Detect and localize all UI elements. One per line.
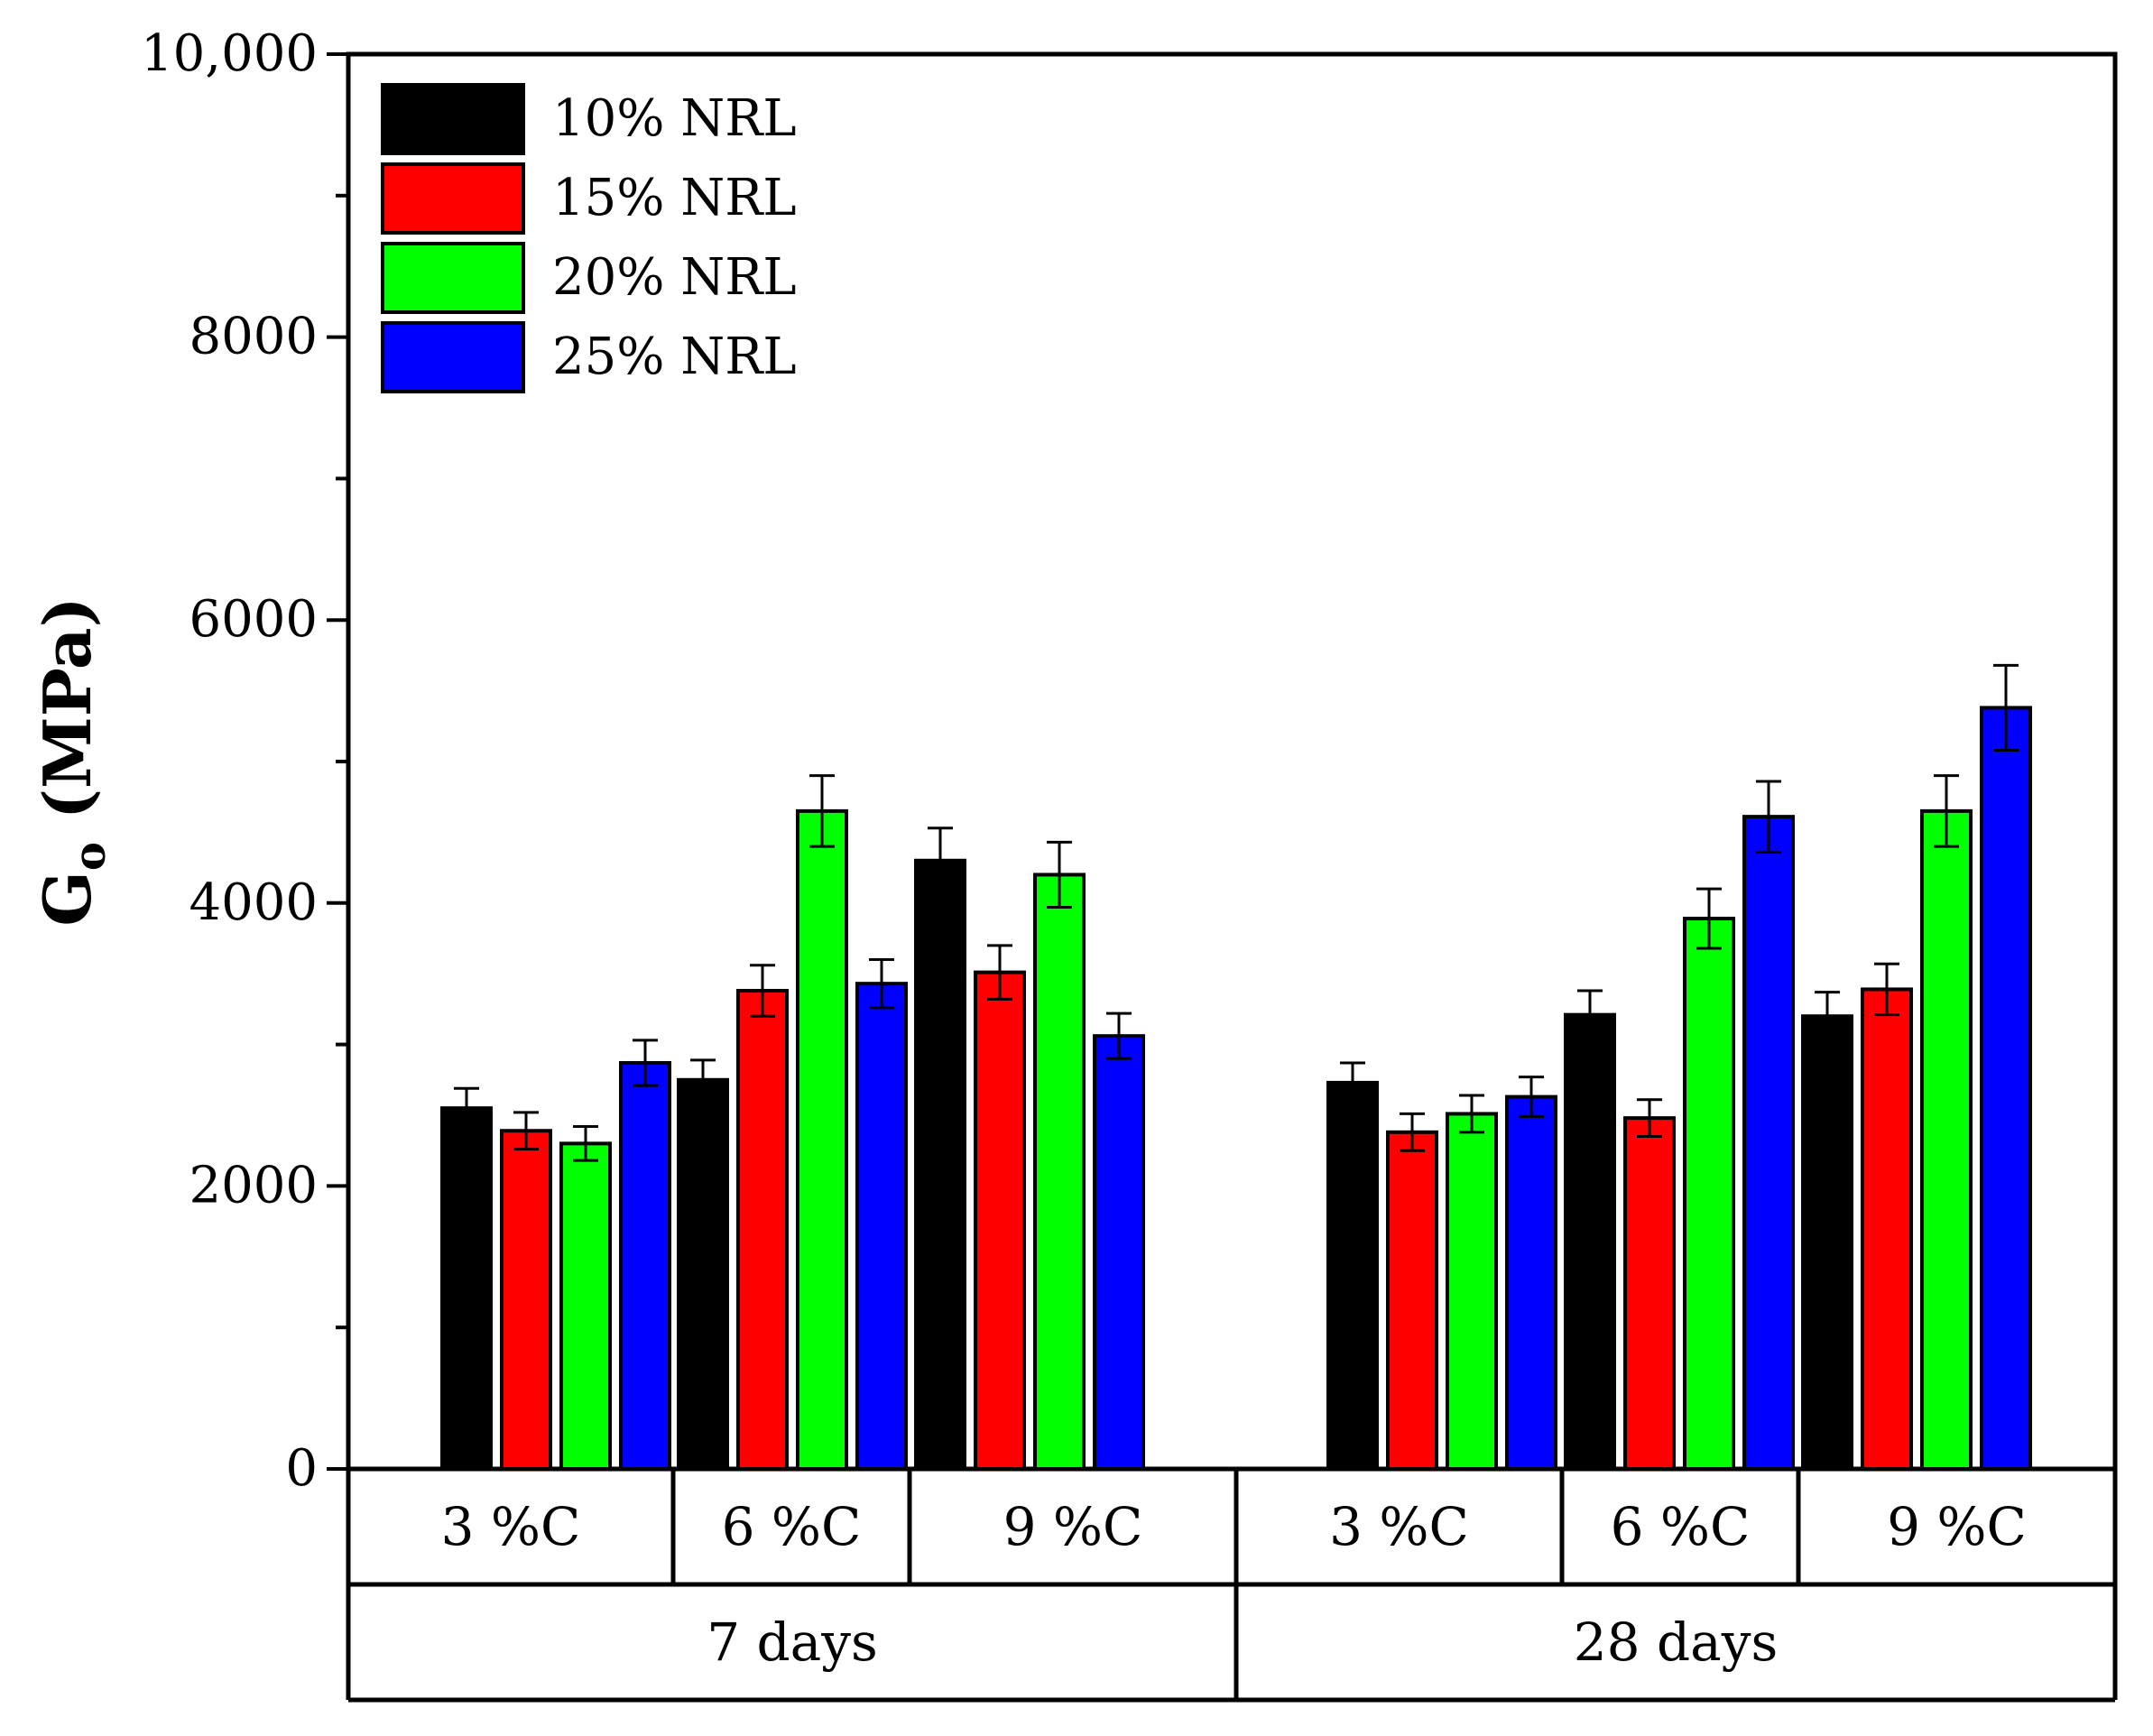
y-tick-label: 0 — [285, 1439, 318, 1498]
bar — [736, 989, 789, 1471]
bar — [677, 1077, 729, 1472]
bar — [1861, 987, 1913, 1471]
bar — [796, 808, 848, 1471]
y-axis-title: Go (MPa) — [29, 596, 116, 926]
bar — [1980, 706, 2032, 1471]
bar — [855, 982, 908, 1471]
bar — [1623, 1116, 1676, 1471]
category-label: 6 %C — [722, 1496, 862, 1557]
bar — [1093, 1034, 1145, 1472]
group-label: 7 days — [707, 1611, 878, 1673]
legend-label: 10% NRL — [552, 89, 797, 148]
bar — [1326, 1080, 1379, 1472]
bar — [974, 970, 1026, 1471]
bar — [440, 1106, 493, 1472]
category-label: 6 %C — [1611, 1496, 1751, 1557]
bar — [1742, 815, 1795, 1471]
y-tick-label: 8000 — [189, 308, 318, 366]
bar — [914, 858, 966, 1471]
legend-swatch — [381, 242, 525, 314]
y-tick-label: 6000 — [189, 590, 318, 649]
category-label: 3 %C — [1329, 1496, 1469, 1557]
legend-swatch — [381, 162, 525, 235]
bars — [440, 663, 2032, 1472]
bar — [619, 1060, 671, 1471]
group-label: 28 days — [1574, 1611, 1778, 1673]
y-tick-label: 4000 — [189, 873, 318, 932]
bar — [1920, 808, 1973, 1471]
bar — [1683, 917, 1735, 1471]
bar — [1386, 1130, 1438, 1472]
bar — [500, 1129, 552, 1472]
category-table: 3 %C 6 %C 9 %C 7 days 3 %C 6 %C 9 %C 28 days — [346, 1469, 2118, 1703]
y-axis-title-subscript: o — [65, 842, 116, 871]
bar — [1033, 873, 1086, 1471]
y-tick-label: 10,000 — [141, 24, 318, 83]
legend: 10% NRL 15% NRL 20% NRL 25% NRL — [381, 83, 797, 393]
legend-swatch — [381, 321, 525, 393]
bar — [1801, 1014, 1853, 1471]
category-label: 3 %C — [441, 1496, 581, 1557]
y-tick-label: 2000 — [189, 1156, 318, 1214]
legend-swatch — [381, 83, 525, 155]
category-label: 9 %C — [1887, 1496, 2027, 1557]
legend-label: 15% NRL — [552, 169, 797, 227]
legend-label: 25% NRL — [552, 328, 797, 386]
y-axis: 0 2000 4000 6000 8000 10,000 — [141, 24, 348, 1498]
legend-label: 20% NRL — [552, 248, 797, 307]
y-axis-title-main: G — [29, 871, 106, 927]
bar — [1505, 1094, 1557, 1471]
bar — [1564, 1012, 1616, 1471]
y-axis-title-units: (MPa) — [29, 596, 106, 842]
bar — [1446, 1112, 1498, 1471]
category-label: 9 %C — [1003, 1496, 1143, 1557]
bar — [559, 1141, 612, 1471]
